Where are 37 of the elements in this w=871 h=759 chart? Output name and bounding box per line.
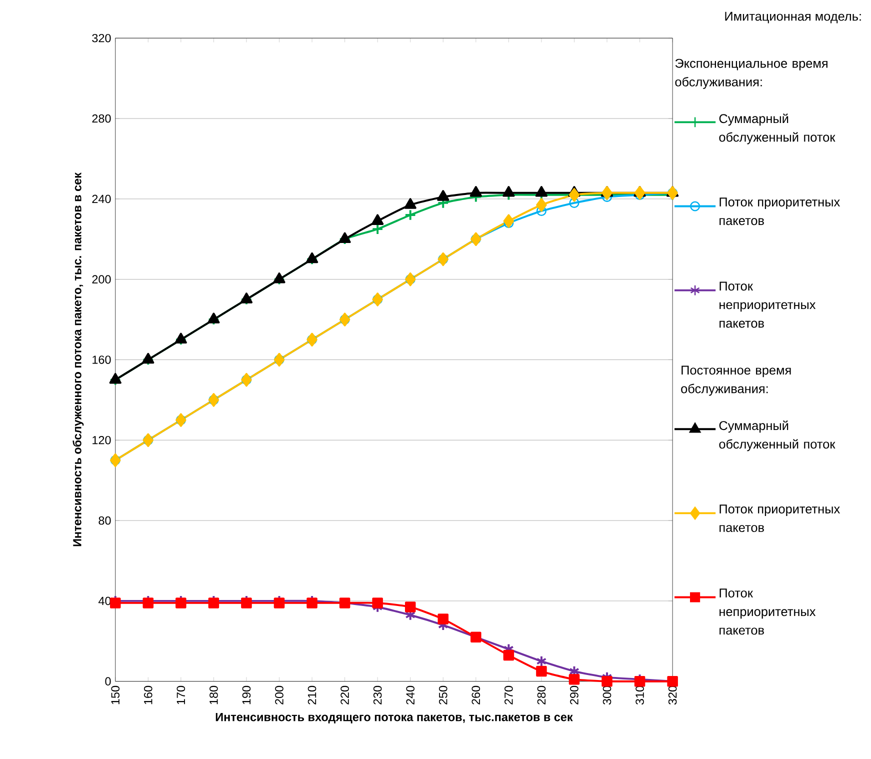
y-tick-label: 160 — [92, 356, 111, 364]
legend-label: Поток приоритетных пакетов — [720, 198, 840, 226]
legend-title: Имитационная модель: — [725, 12, 861, 24]
x-tick-label: 200 — [275, 686, 284, 705]
y-tick-label: 240 — [92, 194, 111, 204]
x-tick-label: 250 — [438, 686, 448, 705]
y-tick-label: 200 — [92, 275, 111, 284]
x-tick-label: 160 — [144, 686, 152, 704]
legend-label: Суммарный обслуженный поток — [719, 114, 836, 144]
x-tick-label: 230 — [373, 686, 382, 705]
y-tick-label: 80 — [98, 516, 111, 525]
x-tick-label: 220 — [340, 686, 349, 705]
legend-label: Поток неприоритетных пакетов — [720, 282, 816, 328]
x-tick-label: 190 — [242, 686, 251, 704]
x-tick-label: 170 — [176, 686, 186, 704]
y-tick-label: 0 — [105, 677, 111, 686]
y-tick-label: 320 — [92, 34, 111, 42]
y-axis-title: Интенсивность обслуженного потока пакето, тыс. пакетов в сек — [72, 172, 84, 546]
x-tick-label: 320 — [668, 686, 677, 705]
x-tick-label: 240 — [406, 686, 414, 705]
x-tick-label: 290 — [570, 686, 578, 705]
y-tick-label: 120 — [92, 436, 111, 444]
x-tick-label: 150 — [111, 686, 120, 704]
x-tick-label: 180 — [210, 686, 218, 704]
x-tick-label: 280 — [537, 686, 546, 705]
y-tick-label: 280 — [92, 114, 111, 123]
x-axis-title: Интенсивность входящего потока пакетов, тыс.пакетов в сек — [216, 713, 573, 724]
text: Постоянное время обслуживания: — [681, 366, 791, 396]
x-tick-label: 260 — [472, 686, 480, 705]
x-tick-label: 300 — [602, 686, 612, 705]
x-tick-label: 310 — [636, 686, 644, 705]
legend-label: Поток неприоритетных пакетов — [720, 588, 816, 635]
legend-label: Поток приоритетных пакетов — [720, 504, 840, 532]
legend-label: Суммарный обслуженный поток — [719, 420, 836, 452]
x-tick-label: 210 — [308, 686, 316, 705]
x-tick-label: 270 — [504, 686, 513, 705]
text: Экспоненциальное время обслуживания: — [675, 59, 828, 90]
